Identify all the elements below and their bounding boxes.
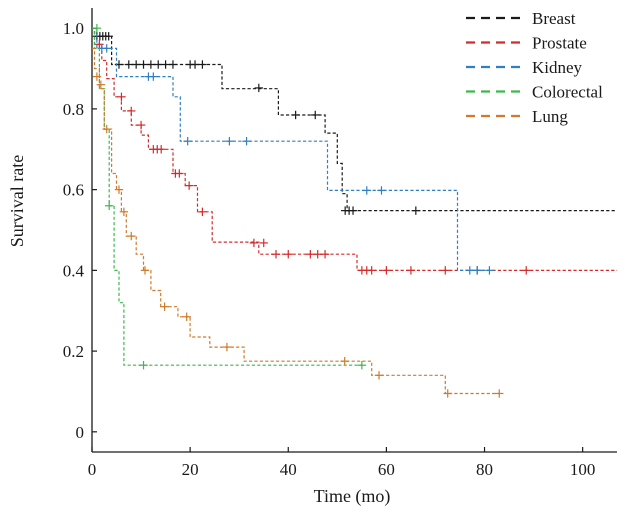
legend-label-prostate: Prostate xyxy=(532,34,587,53)
censor-mark-prostate xyxy=(175,169,184,178)
series-lung xyxy=(92,47,504,398)
censor-mark-prostate xyxy=(156,145,166,154)
censor-mark-prostate xyxy=(406,266,416,275)
censor-mark-kidney xyxy=(362,186,371,195)
censor-mark-colorectal xyxy=(92,23,102,33)
y-tick-label-1: 1.0 xyxy=(63,19,84,38)
censor-mark-breast xyxy=(254,83,264,93)
censor-mark-kidney xyxy=(183,137,192,146)
censor-mark-lung xyxy=(182,312,191,321)
censor-mark-prostate xyxy=(249,238,259,248)
x-axis-title: Time (mo) xyxy=(314,486,391,507)
censor-mark-breast xyxy=(131,60,141,69)
series-line-lung xyxy=(92,47,500,395)
series-kidney xyxy=(92,27,495,275)
censor-mark-prostate xyxy=(320,250,330,259)
series-line-breast xyxy=(92,27,617,212)
censor-mark-prostate xyxy=(117,92,126,101)
censor-mark-lung xyxy=(119,207,129,217)
x-tick-label-40: 40 xyxy=(280,460,297,479)
censor-mark-prostate xyxy=(198,207,207,217)
censor-mark-lung xyxy=(127,231,136,241)
legend-item-prostate: Prostate xyxy=(466,34,587,53)
legend-label-breast: Breast xyxy=(532,9,576,28)
censor-mark-prostate xyxy=(313,250,322,259)
legend-label-kidney: Kidney xyxy=(532,58,583,77)
censor-mark-lung xyxy=(443,389,452,398)
censor-mark-kidney xyxy=(102,44,111,53)
censor-mark-lung xyxy=(160,302,169,311)
series-prostate xyxy=(92,27,617,275)
censor-mark-lung xyxy=(96,80,106,89)
censor-mark-lung xyxy=(495,389,504,398)
legend: Breast Prostate Kidney Colorectal Lung xyxy=(466,9,603,126)
censor-mark-prostate xyxy=(284,250,293,259)
censor-mark-kidney xyxy=(377,186,386,195)
censor-mark-breast xyxy=(348,206,358,215)
censor-mark-breast xyxy=(139,60,148,69)
ticks: 0 20 40 60 80 100 0 0.2 0.4 0.6 0.8 1.0 xyxy=(63,19,596,479)
censor-mark-breast xyxy=(104,32,113,41)
censor-mark-prostate xyxy=(184,181,194,190)
censor-mark-breast xyxy=(146,60,156,69)
x-tick-label-100: 100 xyxy=(570,460,596,479)
x-tick-label-0: 0 xyxy=(88,460,97,479)
censor-mark-prostate xyxy=(259,238,268,248)
censor-mark-lung xyxy=(340,356,349,366)
censor-mark-breast xyxy=(124,60,133,69)
censor-mark-lung xyxy=(114,185,124,194)
censor-mark-breast xyxy=(198,60,207,69)
censor-mark-colorectal xyxy=(139,361,148,370)
legend-item-colorectal: Colorectal xyxy=(466,83,603,102)
censor-mark-breast xyxy=(190,60,200,69)
censor-mark-breast xyxy=(291,110,300,120)
censor-mark-kidney xyxy=(465,266,475,275)
censor-mark-prostate xyxy=(367,266,376,275)
censor-mark-kidney xyxy=(242,137,251,146)
censor-mark-lung xyxy=(374,371,384,380)
x-tick-label-80: 80 xyxy=(476,460,493,479)
series-colorectal xyxy=(92,23,367,370)
censor-mark-kidney xyxy=(149,72,158,81)
censor-mark-breast xyxy=(154,60,163,69)
legend-item-lung: Lung xyxy=(466,107,568,126)
censor-mark-prostate xyxy=(441,266,450,275)
censor-mark-breast xyxy=(311,110,320,120)
censor-mark-prostate xyxy=(382,266,391,275)
censor-mark-lung xyxy=(92,72,102,81)
censor-mark-prostate xyxy=(522,266,531,275)
series-line-prostate xyxy=(92,27,617,271)
series-line-colorectal xyxy=(92,27,362,366)
censor-mark-prostate xyxy=(271,250,281,259)
censor-mark-lung xyxy=(140,266,150,275)
legend-item-breast: Breast xyxy=(466,9,576,28)
axes xyxy=(91,8,617,453)
y-axis-title: Survival rate xyxy=(7,155,27,247)
censor-mark-breast xyxy=(411,206,421,215)
x-tick-label-60: 60 xyxy=(378,460,395,479)
y-tick-label-0-4: 0.4 xyxy=(63,261,85,280)
censor-mark-prostate xyxy=(127,106,136,116)
legend-item-kidney: Kidney xyxy=(466,58,583,77)
censor-mark-kidney xyxy=(485,266,494,275)
y-tick-label-0-6: 0.6 xyxy=(63,181,84,200)
y-tick-label-0: 0 xyxy=(76,423,85,442)
censor-mark-lung xyxy=(222,342,232,352)
censor-mark-breast xyxy=(161,60,170,69)
series xyxy=(92,23,617,398)
y-tick-label-0-8: 0.8 xyxy=(63,100,84,119)
legend-label-lung: Lung xyxy=(532,107,568,126)
x-tick-label-20: 20 xyxy=(182,460,199,479)
censor-mark-kidney xyxy=(225,137,234,146)
censor-mark-prostate xyxy=(136,120,146,130)
censor-mark-lung xyxy=(102,124,111,134)
censor-mark-kidney xyxy=(472,266,482,275)
legend-label-colorectal: Colorectal xyxy=(532,83,603,102)
censor-mark-breast xyxy=(168,60,178,69)
censor-mark-prostate xyxy=(306,250,315,259)
censor-mark-colorectal xyxy=(104,201,114,210)
censor-mark-colorectal xyxy=(357,361,367,370)
y-tick-label-0-2: 0.2 xyxy=(63,342,84,361)
